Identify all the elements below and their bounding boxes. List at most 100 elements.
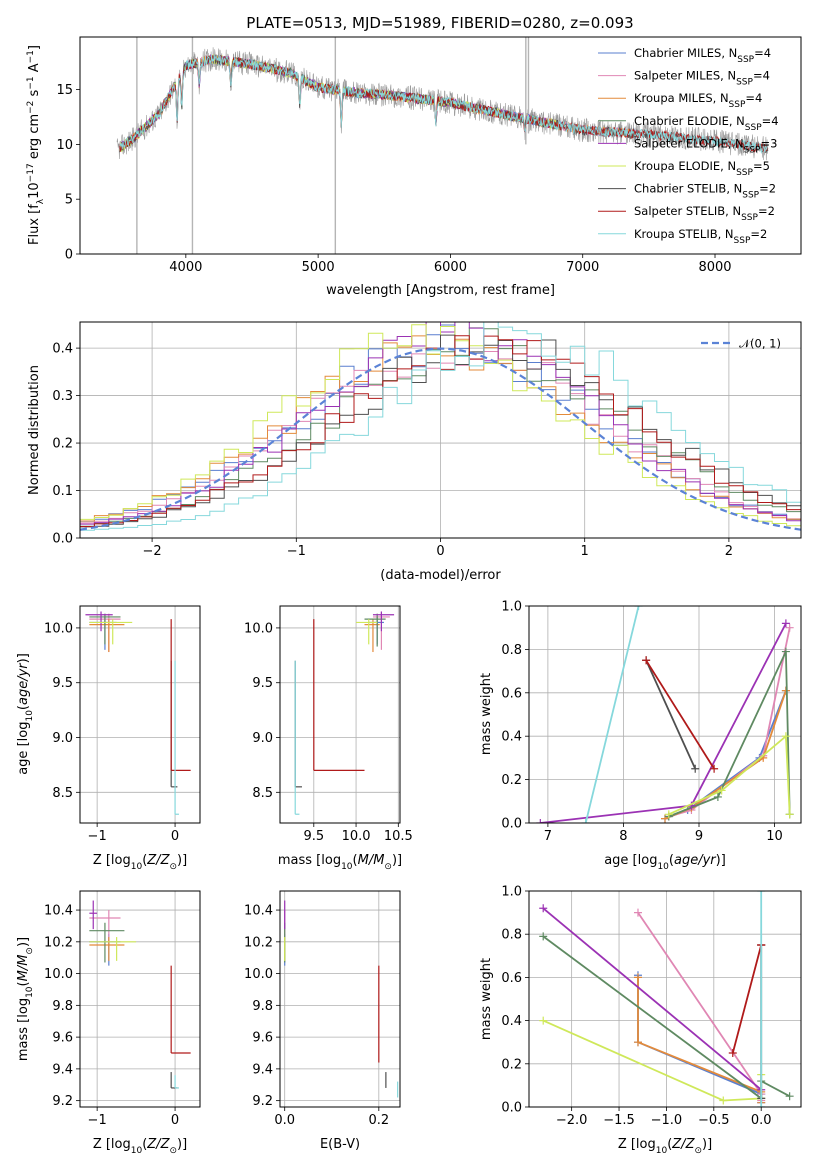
y-axis-label: mass weight — [479, 673, 494, 755]
weight-line-salpeter-stelib — [728, 941, 766, 1057]
age-metallicity-plot-area — [85, 611, 191, 815]
x-tick-label: 8000 — [698, 260, 731, 275]
x-axis-label: Z [log10(Z/Z⊙)] — [93, 853, 187, 872]
x-tick-label: 0.0 — [274, 1113, 295, 1128]
y-tick-label: 5 — [65, 193, 73, 208]
x-tick-label: −1 — [88, 829, 107, 844]
weight-line — [668, 651, 791, 818]
y-tick-label: 0.2 — [501, 1057, 522, 1072]
weight-point — [781, 732, 790, 741]
x-axis-label: Z [log10(Z/Z⊙)] — [618, 1137, 712, 1156]
weight-point — [642, 656, 651, 665]
axes-frame — [79, 890, 201, 1108]
errorbar-salpeter-miles — [89, 910, 121, 942]
age-mass-panel: 9.5 10.0 10.5 8.5 9.0 9.5 10.0 mass [log10(M/M⊙… — [244, 605, 413, 872]
legend-entry: Kroupa ELODIE, NSSP=5 — [634, 159, 770, 178]
errorbar-salpeter-elodie — [372, 611, 395, 632]
errorbar-kroupa-stelib — [174, 660, 179, 815]
legend: Chabrier MILES, NSSP=4 Salpeter MILES, NS… — [598, 46, 779, 246]
x-axis-label: (data-model)/error — [380, 568, 501, 583]
errorbar-kroupa-elodie — [356, 619, 378, 645]
weight-point — [633, 1038, 642, 1047]
errorbar-salpeter-stelib — [170, 965, 191, 1054]
x-tick-label: 0 — [436, 544, 444, 559]
y-axis-label: Normed distribution — [27, 365, 42, 495]
x-tick-label: 4000 — [169, 260, 202, 275]
legend-entry: Salpeter MILES, NSSP=4 — [634, 69, 770, 88]
y-tick-label: 10.4 — [44, 904, 73, 919]
y-tick-label: 9.6 — [252, 1031, 273, 1046]
x-tick-label: −1 — [287, 544, 306, 559]
weight-line-kroupa-miles — [661, 686, 790, 823]
y-tick-label: 0.3 — [52, 389, 73, 404]
x-tick-label: −2 — [143, 544, 162, 559]
weight-line — [668, 734, 791, 816]
axes-frame — [79, 605, 201, 824]
x-tick-label: 8 — [619, 829, 627, 844]
weight-line — [637, 912, 763, 1101]
y-tick-label: 0.1 — [52, 484, 73, 499]
x-tick-label: 7 — [544, 829, 552, 844]
y-tick-label: 8.5 — [52, 786, 73, 801]
x-axis-label: wavelength [Angstrom, rest frame] — [326, 283, 555, 298]
x-tick-label: 9 — [695, 829, 703, 844]
errorbar-chabrier-elodie — [89, 613, 121, 645]
x-tick-label: 10.0 — [342, 829, 371, 844]
weight-line-kroupa-stelib — [757, 891, 766, 1107]
y-tick-label: 9.0 — [52, 731, 73, 746]
errorbar-chabrier-elodie — [89, 922, 125, 963]
legend-entry: Kroupa MILES, NSSP=4 — [634, 91, 762, 110]
x-tick-label: 10.5 — [384, 829, 413, 844]
weight-point — [757, 1103, 766, 1107]
y-tick-label: 0.8 — [501, 643, 522, 658]
x-tick-label: 0 — [171, 1113, 179, 1128]
weight-line-salpeter-stelib — [642, 656, 719, 773]
weight-point — [719, 1096, 728, 1105]
x-tick-label: 6000 — [434, 260, 467, 275]
weight-point — [785, 810, 794, 819]
weight-point — [728, 1049, 737, 1057]
legend-entry: 𝒩(0, 1) — [739, 337, 781, 351]
y-tick-label: 0.4 — [501, 1014, 522, 1029]
x-tick-label: −1.5 — [603, 1113, 635, 1128]
legend-entry: Salpeter STELIB, NSSP=2 — [634, 204, 775, 223]
y-axis-label: age [log10(age/yr)] — [16, 653, 35, 775]
y-tick-label: 0.4 — [52, 342, 73, 357]
y-tick-label: 0.4 — [501, 730, 522, 745]
x-axis-label: Z [log10(Z/Z⊙)] — [93, 1137, 187, 1156]
legend-entry: Chabrier STELIB, NSSP=2 — [634, 182, 776, 201]
weight-line-kroupa-elodie — [664, 732, 794, 819]
weight-line — [542, 1019, 763, 1102]
y-tick-label: 9.0 — [252, 731, 273, 746]
weight-point — [781, 647, 790, 656]
spectrum-panel: 4000 5000 6000 7000 8000 0 5 10 15 wavelength [An… — [26, 36, 802, 298]
errorbar-salpeter-elodie — [85, 611, 113, 632]
y-axis-label: mass [log10(M/M⊙)] — [16, 937, 35, 1061]
age-mass-plot-area — [294, 611, 395, 815]
axes-frame — [79, 36, 802, 255]
legend-entry: Kroupa STELIB, NSSP=2 — [634, 227, 767, 246]
errorbar-chabrier-elodie — [364, 613, 386, 647]
weight-point — [785, 1092, 794, 1101]
weight-point — [633, 908, 642, 917]
x-axis-label: age [log10(age/yr)] — [604, 853, 726, 872]
y-tick-label: 9.4 — [252, 1062, 273, 1077]
legend-entry: Salpeter ELODIE, NSSP=3 — [634, 136, 777, 155]
y-tick-label: 9.5 — [252, 676, 273, 691]
weight-point — [539, 904, 548, 913]
y-tick-label: 0.0 — [52, 532, 73, 547]
weight-point — [633, 973, 642, 982]
x-tick-label: 0.0 — [751, 1113, 772, 1128]
weight-point — [634, 606, 643, 610]
mass-metallicity-plot-area — [89, 900, 191, 1089]
weight-point — [661, 814, 669, 823]
errorbar-kroupa-elodie — [89, 937, 137, 961]
errorbar-salpeter-stelib — [170, 619, 191, 771]
weight-line — [540, 622, 787, 823]
x-tick-label: 1 — [581, 544, 589, 559]
weight-line — [645, 659, 715, 770]
weight-line-kroupa-stelib — [581, 606, 643, 823]
weight-age-plot-area — [536, 606, 794, 823]
x-axis-label: mass [log10(M/M⊙)] — [278, 853, 402, 872]
weight-point — [536, 819, 545, 823]
